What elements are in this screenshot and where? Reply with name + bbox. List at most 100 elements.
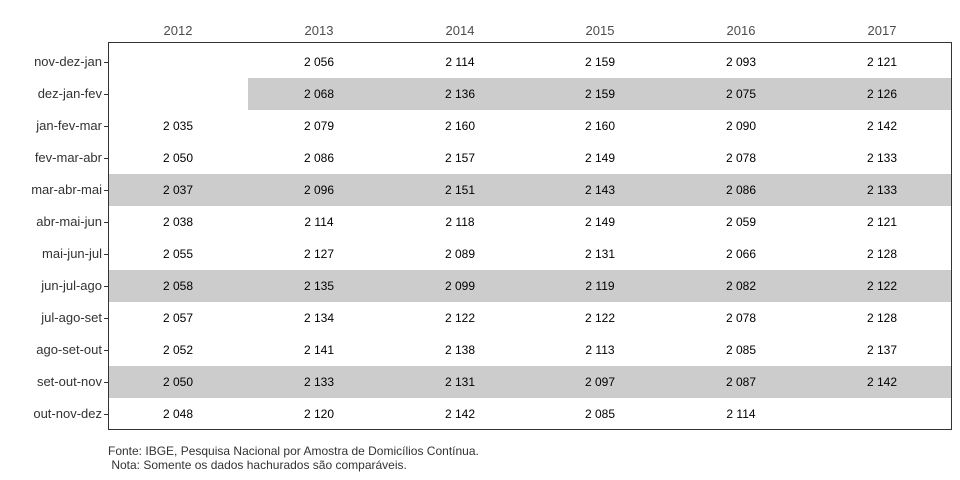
- table-cell: 2 122: [444, 311, 476, 325]
- table-cell: 2 159: [584, 87, 616, 101]
- table-cell: 2 086: [725, 183, 757, 197]
- row-tick: [104, 126, 109, 127]
- table-cell: 2 133: [866, 183, 898, 197]
- table-cell: 2 089: [444, 247, 476, 261]
- table-cell: 2 114: [304, 215, 334, 229]
- row-tick: [104, 62, 109, 63]
- table-cell: 2 126: [866, 87, 898, 101]
- table-cell: 2 137: [866, 343, 898, 357]
- table-cell: 2 143: [584, 183, 616, 197]
- row-tick: [104, 222, 109, 223]
- table-cell: 2 160: [584, 119, 616, 133]
- row-tick: [104, 94, 109, 95]
- table-cell: 2 057: [162, 311, 194, 325]
- table-cell: 2 133: [303, 375, 335, 389]
- column-header-2017: 2017: [867, 23, 897, 38]
- table-cell: 2 090: [725, 119, 757, 133]
- table-cell: 2 114: [726, 407, 756, 421]
- table-cell: 2 059: [725, 215, 757, 229]
- table-cell: 2 159: [584, 55, 616, 69]
- row-label: jan-fev-mar: [36, 118, 102, 133]
- table-cell: 2 066: [725, 247, 757, 261]
- table-cell: 2 131: [584, 247, 616, 261]
- column-header-2015: 2015: [585, 23, 615, 38]
- table-cell: 2 149: [584, 151, 616, 165]
- column-header-2016: 2016: [726, 23, 756, 38]
- table-cell: 2 099: [444, 279, 476, 293]
- row-label: set-out-nov: [36, 374, 102, 389]
- table-cell: 2 118: [445, 215, 475, 229]
- row-tick: [104, 318, 109, 319]
- table-cell: 2 055: [162, 247, 194, 261]
- table-cell: 2 122: [866, 279, 898, 293]
- table-cell: 2 079: [303, 119, 335, 133]
- row-label: ago-set-out: [36, 342, 102, 357]
- column-header-2013: 2013: [304, 23, 334, 38]
- table-cell: 2 052: [162, 343, 194, 357]
- table-cell: 2 134: [303, 311, 335, 325]
- row-tick: [104, 350, 109, 351]
- table-cell: 2 142: [866, 375, 898, 389]
- table-cell: 2 038: [162, 215, 194, 229]
- row-tick: [104, 286, 109, 287]
- table-cell: 2 151: [444, 183, 476, 197]
- table-cell: 2 128: [866, 311, 898, 325]
- table-cell: 2 086: [303, 151, 335, 165]
- row-label: nov-dez-jan: [34, 54, 102, 69]
- table-cell: 2 119: [585, 279, 615, 293]
- row-tick: [104, 414, 109, 415]
- table-cell: 2 078: [725, 311, 757, 325]
- column-header-2012: 2012: [163, 23, 193, 38]
- table-cell: 2 128: [866, 247, 898, 261]
- table-cell: 2 149: [584, 215, 616, 229]
- table-cell: 2 133: [866, 151, 898, 165]
- table-cell: 2 121: [866, 55, 898, 69]
- table-cell: 2 120: [303, 407, 335, 421]
- table-cell: 2 058: [162, 279, 194, 293]
- table-cell: 2 131: [444, 375, 476, 389]
- row-label: dez-jan-fev: [37, 86, 102, 101]
- comparability-note: Nota: Somente os dados hachurados são co…: [108, 458, 407, 472]
- table-cell: 2 068: [303, 87, 335, 101]
- table-cell: 2 141: [303, 343, 335, 357]
- table-cell: 2 056: [303, 55, 335, 69]
- row-label: jul-ago-set: [41, 310, 102, 325]
- table-cell: 2 160: [444, 119, 476, 133]
- table-cell: 2 050: [162, 375, 194, 389]
- table-cell: 2 157: [444, 151, 476, 165]
- table-cell: 2 113: [585, 343, 615, 357]
- table-cell: 2 136: [444, 87, 476, 101]
- table-cell: 2 114: [445, 55, 475, 69]
- table-cell: 2 093: [725, 55, 757, 69]
- table-cell: 2 048: [162, 407, 194, 421]
- table-cell: 2 142: [444, 407, 476, 421]
- table-cell: 2 127: [303, 247, 335, 261]
- table-cell: 2 078: [725, 151, 757, 165]
- table-cell: 2 037: [162, 183, 194, 197]
- comparable-band: [248, 78, 951, 110]
- table-cell: 2 121: [866, 215, 898, 229]
- comparable-band: [109, 270, 951, 302]
- comparable-band: [109, 366, 951, 398]
- row-tick: [104, 382, 109, 383]
- table-cell: 2 082: [725, 279, 757, 293]
- row-label: fev-mar-abr: [34, 150, 102, 165]
- row-label: mar-abr-mai: [31, 182, 102, 197]
- table-cell: 2 085: [725, 343, 757, 357]
- table-cell: 2 035: [162, 119, 194, 133]
- table-cell: 2 075: [725, 87, 757, 101]
- table-cell: 2 050: [162, 151, 194, 165]
- comparable-band: [109, 174, 951, 206]
- row-label: mai-jun-jul: [42, 246, 102, 261]
- row-label: jun-jul-ago: [41, 278, 102, 293]
- table-panel: [108, 42, 952, 430]
- table-cell: 2 085: [584, 407, 616, 421]
- table-cell: 2 142: [866, 119, 898, 133]
- row-label: out-nov-dez: [33, 406, 102, 421]
- source-note: Fonte: IBGE, Pesquisa Nacional por Amost…: [108, 444, 479, 458]
- table-cell: 2 096: [303, 183, 335, 197]
- row-tick: [104, 158, 109, 159]
- table-cell: 2 122: [584, 311, 616, 325]
- table-cell: 2 138: [444, 343, 476, 357]
